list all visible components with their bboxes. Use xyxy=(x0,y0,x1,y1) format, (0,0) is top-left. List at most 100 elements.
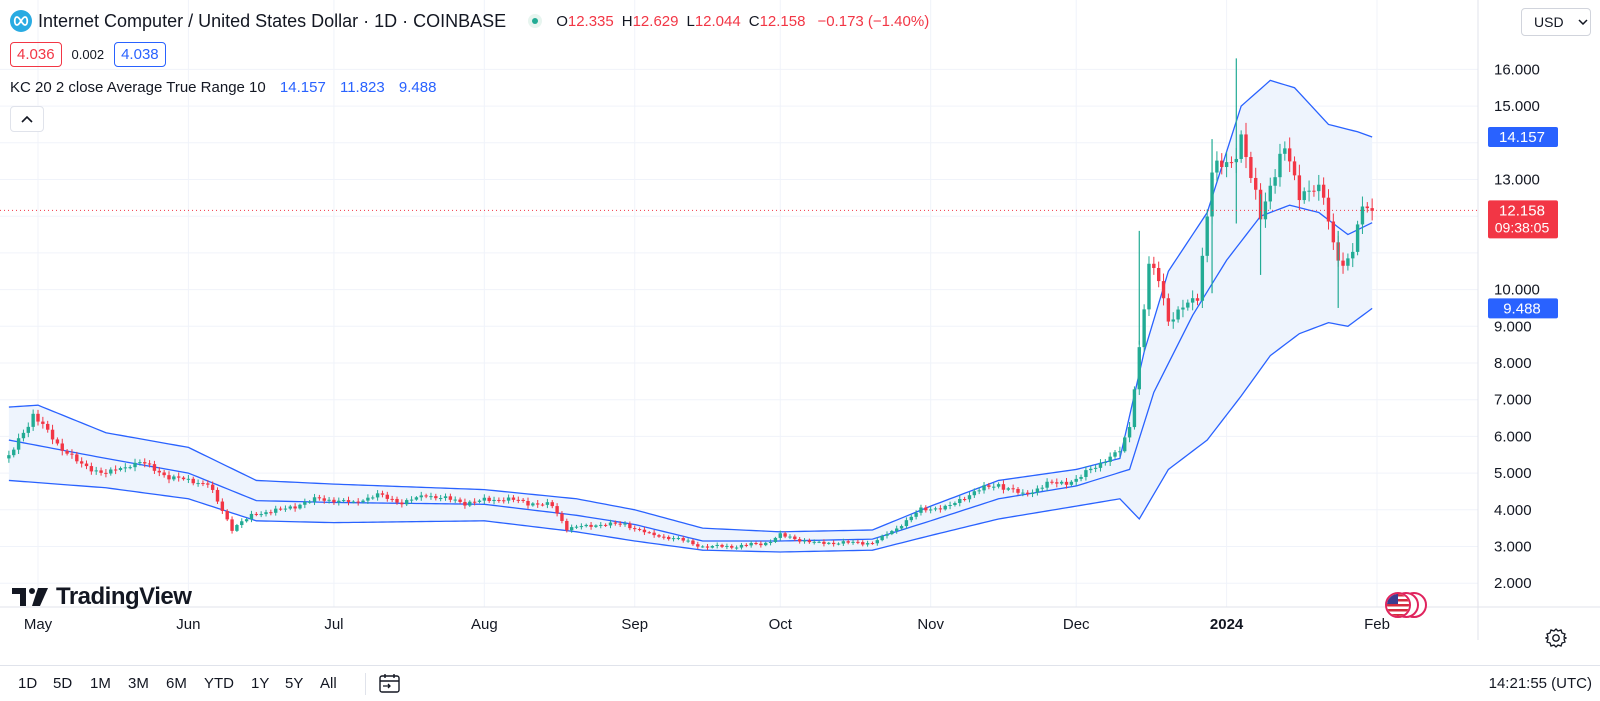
candle-body xyxy=(982,485,986,491)
symbol-title[interactable]: Internet Computer / United States Dollar… xyxy=(38,10,507,31)
chevron-down-icon xyxy=(1578,19,1588,25)
candle-body xyxy=(574,526,579,528)
candle-body xyxy=(419,495,423,498)
candle-body xyxy=(366,497,370,501)
candle-body xyxy=(1254,177,1258,190)
candle-body xyxy=(1016,488,1020,493)
candle-body xyxy=(817,541,821,543)
x-tick-label: Sep xyxy=(621,616,648,633)
range-1y-button[interactable]: 1Y xyxy=(251,675,270,692)
gear-icon[interactable] xyxy=(1545,627,1567,649)
candle-body xyxy=(768,541,773,543)
market-status-dot xyxy=(528,14,543,28)
candle-body xyxy=(385,494,390,499)
us-flag-icon[interactable] xyxy=(1380,591,1428,619)
candle-body xyxy=(1118,451,1122,453)
candle-body xyxy=(65,450,69,454)
calendar-range-icon[interactable] xyxy=(378,672,402,694)
candle-body xyxy=(526,501,530,506)
candle-body xyxy=(710,546,715,548)
candle-body xyxy=(734,547,739,549)
candle-body xyxy=(1132,389,1137,428)
range-3m-button[interactable]: 3M xyxy=(128,675,149,692)
candle-body xyxy=(235,525,239,531)
candle-body xyxy=(1089,468,1093,471)
candle-body xyxy=(841,541,846,544)
candle-body xyxy=(99,470,103,473)
candle-body xyxy=(84,463,89,467)
range-5y-button[interactable]: 5Y xyxy=(285,675,304,692)
toolbar-divider xyxy=(365,673,366,695)
candle-body xyxy=(1215,160,1219,173)
collapse-legend-button[interactable] xyxy=(10,106,44,132)
candle-body xyxy=(536,503,540,505)
chart-header: Internet Computer / United States Dollar… xyxy=(10,8,929,34)
candle-body xyxy=(1341,260,1345,266)
range-1d-button[interactable]: 1D xyxy=(18,675,38,692)
candle-body xyxy=(1355,224,1360,252)
range-ytd-button[interactable]: YTD xyxy=(204,675,234,692)
candle-body xyxy=(933,508,938,510)
candle-body xyxy=(827,542,831,544)
candle-body xyxy=(943,505,947,510)
candle-body xyxy=(303,502,307,505)
range-6m-button[interactable]: 6M xyxy=(166,675,187,692)
candle-body xyxy=(1268,185,1272,202)
time-axis[interactable]: May Jun Jul Aug Sep Oct Nov Dec 2024 Feb xyxy=(24,616,1390,633)
range-all-button[interactable]: All xyxy=(320,675,337,692)
y-tick-label: 9.000 xyxy=(1494,318,1532,335)
candle-body xyxy=(657,535,661,537)
currency-button[interactable]: USD xyxy=(1521,8,1591,36)
range-5d-button[interactable]: 5D xyxy=(53,675,73,692)
tradingview-logo[interactable]: TradingView xyxy=(12,583,192,611)
candle-body xyxy=(1040,487,1044,489)
candle-body xyxy=(26,426,30,433)
candle-body xyxy=(453,499,457,501)
candle-body xyxy=(676,538,681,540)
candle-body xyxy=(220,501,225,511)
indicator-upper-value: 14.157 xyxy=(279,79,326,96)
candle-body xyxy=(143,462,147,464)
candle-body xyxy=(977,490,981,492)
candle-body xyxy=(346,500,351,502)
candle-body xyxy=(1171,319,1175,322)
candle-body xyxy=(147,463,152,465)
candle-body xyxy=(1297,175,1302,201)
candle-body xyxy=(1030,492,1035,495)
candle-body xyxy=(477,500,482,502)
candle-body xyxy=(686,540,690,542)
candle-body xyxy=(414,497,419,500)
keltner-middle-line xyxy=(8,204,1373,542)
candle-body xyxy=(1278,153,1282,178)
y-tick-label: 10.000 xyxy=(1494,282,1540,299)
candle-body xyxy=(123,467,128,469)
candle-body xyxy=(696,544,700,547)
candle-body xyxy=(429,496,433,498)
bid-price[interactable]: 4.036 xyxy=(10,41,62,67)
indicator-legend[interactable]: KC 20 2 close Average True Range 10 14.1… xyxy=(10,79,436,96)
x-tick-label: Feb xyxy=(1364,616,1390,633)
candle-body xyxy=(1302,191,1306,201)
candle-body xyxy=(594,525,598,527)
candle-body xyxy=(895,528,899,532)
range-1m-button[interactable]: 1M xyxy=(90,675,111,692)
candle-body xyxy=(555,506,559,514)
utc-clock[interactable]: 14:21:55 (UTC) xyxy=(1488,675,1592,692)
y-tick-label: 2.000 xyxy=(1494,575,1532,592)
candle-body xyxy=(958,499,962,504)
ask-price[interactable]: 4.038 xyxy=(114,41,166,67)
candle-body xyxy=(603,524,608,526)
keltner-price-tag-text: 14.157 xyxy=(1499,129,1545,146)
candle-body xyxy=(924,507,928,511)
candle-body xyxy=(1365,206,1369,209)
candle-body xyxy=(579,526,584,528)
candle-body xyxy=(1079,476,1083,479)
bottom-toolbar: 1D 5D 1M 3M 6M YTD 1Y 5Y All 14:21:55 (U… xyxy=(0,665,1600,701)
candle-body xyxy=(1370,208,1374,211)
candle-body xyxy=(725,545,729,547)
candle-body xyxy=(104,472,108,474)
candle-body xyxy=(885,534,889,536)
candle-body xyxy=(259,514,263,516)
price-axis[interactable]: 16.000 15.000 13.000 10.000 9.000 8.000 7.000 6… xyxy=(1494,61,1540,592)
